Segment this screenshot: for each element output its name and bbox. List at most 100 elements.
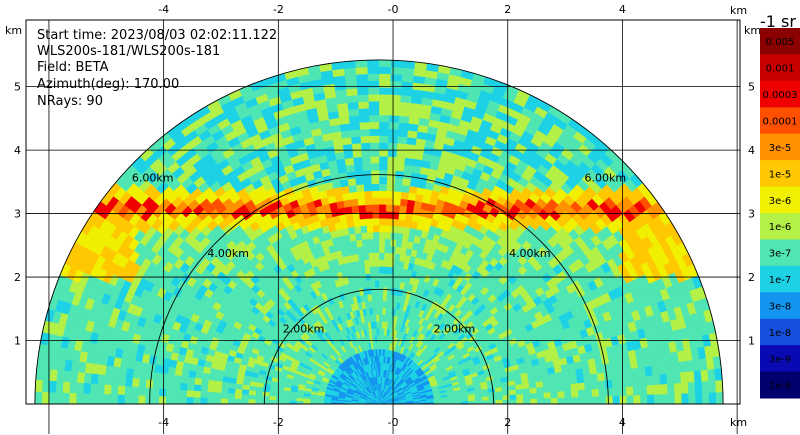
field-cell — [262, 391, 270, 397]
field-cell — [220, 398, 228, 404]
field-cell — [179, 382, 188, 391]
field-cell — [378, 252, 385, 260]
field-cell — [234, 398, 242, 404]
field-cell — [363, 259, 370, 268]
field-cell — [364, 197, 373, 206]
field-cell — [384, 238, 391, 247]
field-cell — [385, 204, 394, 213]
field-cell — [488, 395, 497, 401]
field-cell — [117, 376, 127, 387]
field-cell — [378, 107, 390, 116]
field-cell — [354, 170, 364, 179]
field-cell — [387, 156, 397, 164]
field-cell — [403, 164, 413, 173]
field-cell — [364, 204, 373, 213]
field-cell — [571, 396, 579, 404]
field-cell — [228, 382, 237, 390]
colorbar-label: 0.001 — [766, 64, 795, 75]
field-cell — [144, 395, 153, 404]
field-cell — [234, 388, 243, 395]
field-cell — [660, 383, 669, 395]
field-cell — [138, 378, 147, 388]
field-cell — [352, 156, 363, 165]
field-cell — [356, 87, 369, 96]
field-cell — [200, 378, 209, 387]
field-cell — [515, 388, 524, 395]
y-unit-label: km — [5, 24, 22, 37]
colorbar-label: 3e-9 — [769, 354, 792, 365]
field-cell — [522, 393, 531, 400]
field-cell — [76, 382, 85, 394]
field-cell — [575, 367, 584, 377]
field-cell — [550, 397, 559, 404]
field-cell — [590, 380, 599, 390]
field-cell — [569, 375, 578, 385]
field-cell — [645, 374, 654, 386]
field-cell — [69, 392, 77, 404]
field-cell — [393, 260, 400, 268]
field-cell — [591, 396, 600, 404]
start-time-text: Start time: 2023/08/03 02:02:11.122 — [37, 28, 277, 43]
colorbar-label: 0.005 — [766, 37, 795, 48]
field-cell — [612, 386, 620, 397]
field-cell — [235, 383, 243, 390]
field-cell — [667, 383, 675, 395]
field-cell — [360, 225, 368, 234]
field-cell — [397, 129, 409, 138]
field-cell — [351, 142, 362, 152]
field-cell — [159, 380, 168, 390]
field-cell — [289, 397, 297, 402]
field-cell — [700, 369, 709, 382]
field-cell — [374, 279, 380, 288]
colorbar-label: 3e-6 — [769, 196, 792, 207]
field-cell — [227, 398, 235, 404]
field-cell — [495, 395, 504, 401]
field-cell — [268, 396, 277, 401]
field-cell — [409, 102, 422, 112]
field-cell — [346, 171, 356, 180]
field-cell — [384, 218, 393, 226]
field-cell — [626, 394, 634, 404]
top-unit-label: km — [730, 4, 747, 17]
field-cell — [360, 232, 368, 240]
field-cell — [549, 385, 558, 393]
range-ring-label: 4.00km — [207, 247, 249, 260]
field-cell — [48, 392, 56, 404]
field-cell — [389, 87, 402, 96]
field-cell — [220, 387, 229, 394]
x-tick-label-bottom: -0 — [388, 416, 399, 429]
x-tick-label-bottom: -2 — [273, 416, 284, 429]
field-cell — [570, 382, 579, 391]
field-cell — [378, 190, 387, 198]
field-cell — [268, 392, 277, 398]
field-cell — [611, 378, 620, 388]
field-cell — [207, 379, 216, 387]
field-cell — [590, 373, 599, 382]
field-cell — [199, 391, 208, 399]
field-cell — [282, 400, 290, 404]
field-cell — [378, 245, 385, 253]
field-cell — [624, 368, 633, 379]
field-cell — [378, 100, 390, 109]
field-cell — [296, 400, 304, 404]
field-cell — [370, 279, 376, 288]
azimuth-text: Azimuth(deg): 170.00 — [37, 77, 179, 92]
field-cell — [378, 286, 384, 295]
field-cell — [378, 204, 387, 212]
field-cell — [400, 81, 414, 90]
field-cell — [619, 386, 627, 396]
field-cell — [41, 380, 50, 393]
field-cell — [372, 231, 380, 240]
field-cell — [370, 156, 380, 164]
field-cell — [563, 383, 572, 392]
field-cell — [394, 246, 402, 255]
field-cell — [344, 81, 358, 90]
range-ring-label: 6.00km — [132, 172, 174, 185]
field-cell — [193, 377, 203, 386]
field-cell — [165, 388, 174, 398]
field-cell — [397, 218, 406, 228]
field-cell — [341, 136, 352, 146]
field-cell — [316, 401, 325, 404]
field-cell — [378, 362, 381, 370]
field-cell — [296, 397, 304, 402]
